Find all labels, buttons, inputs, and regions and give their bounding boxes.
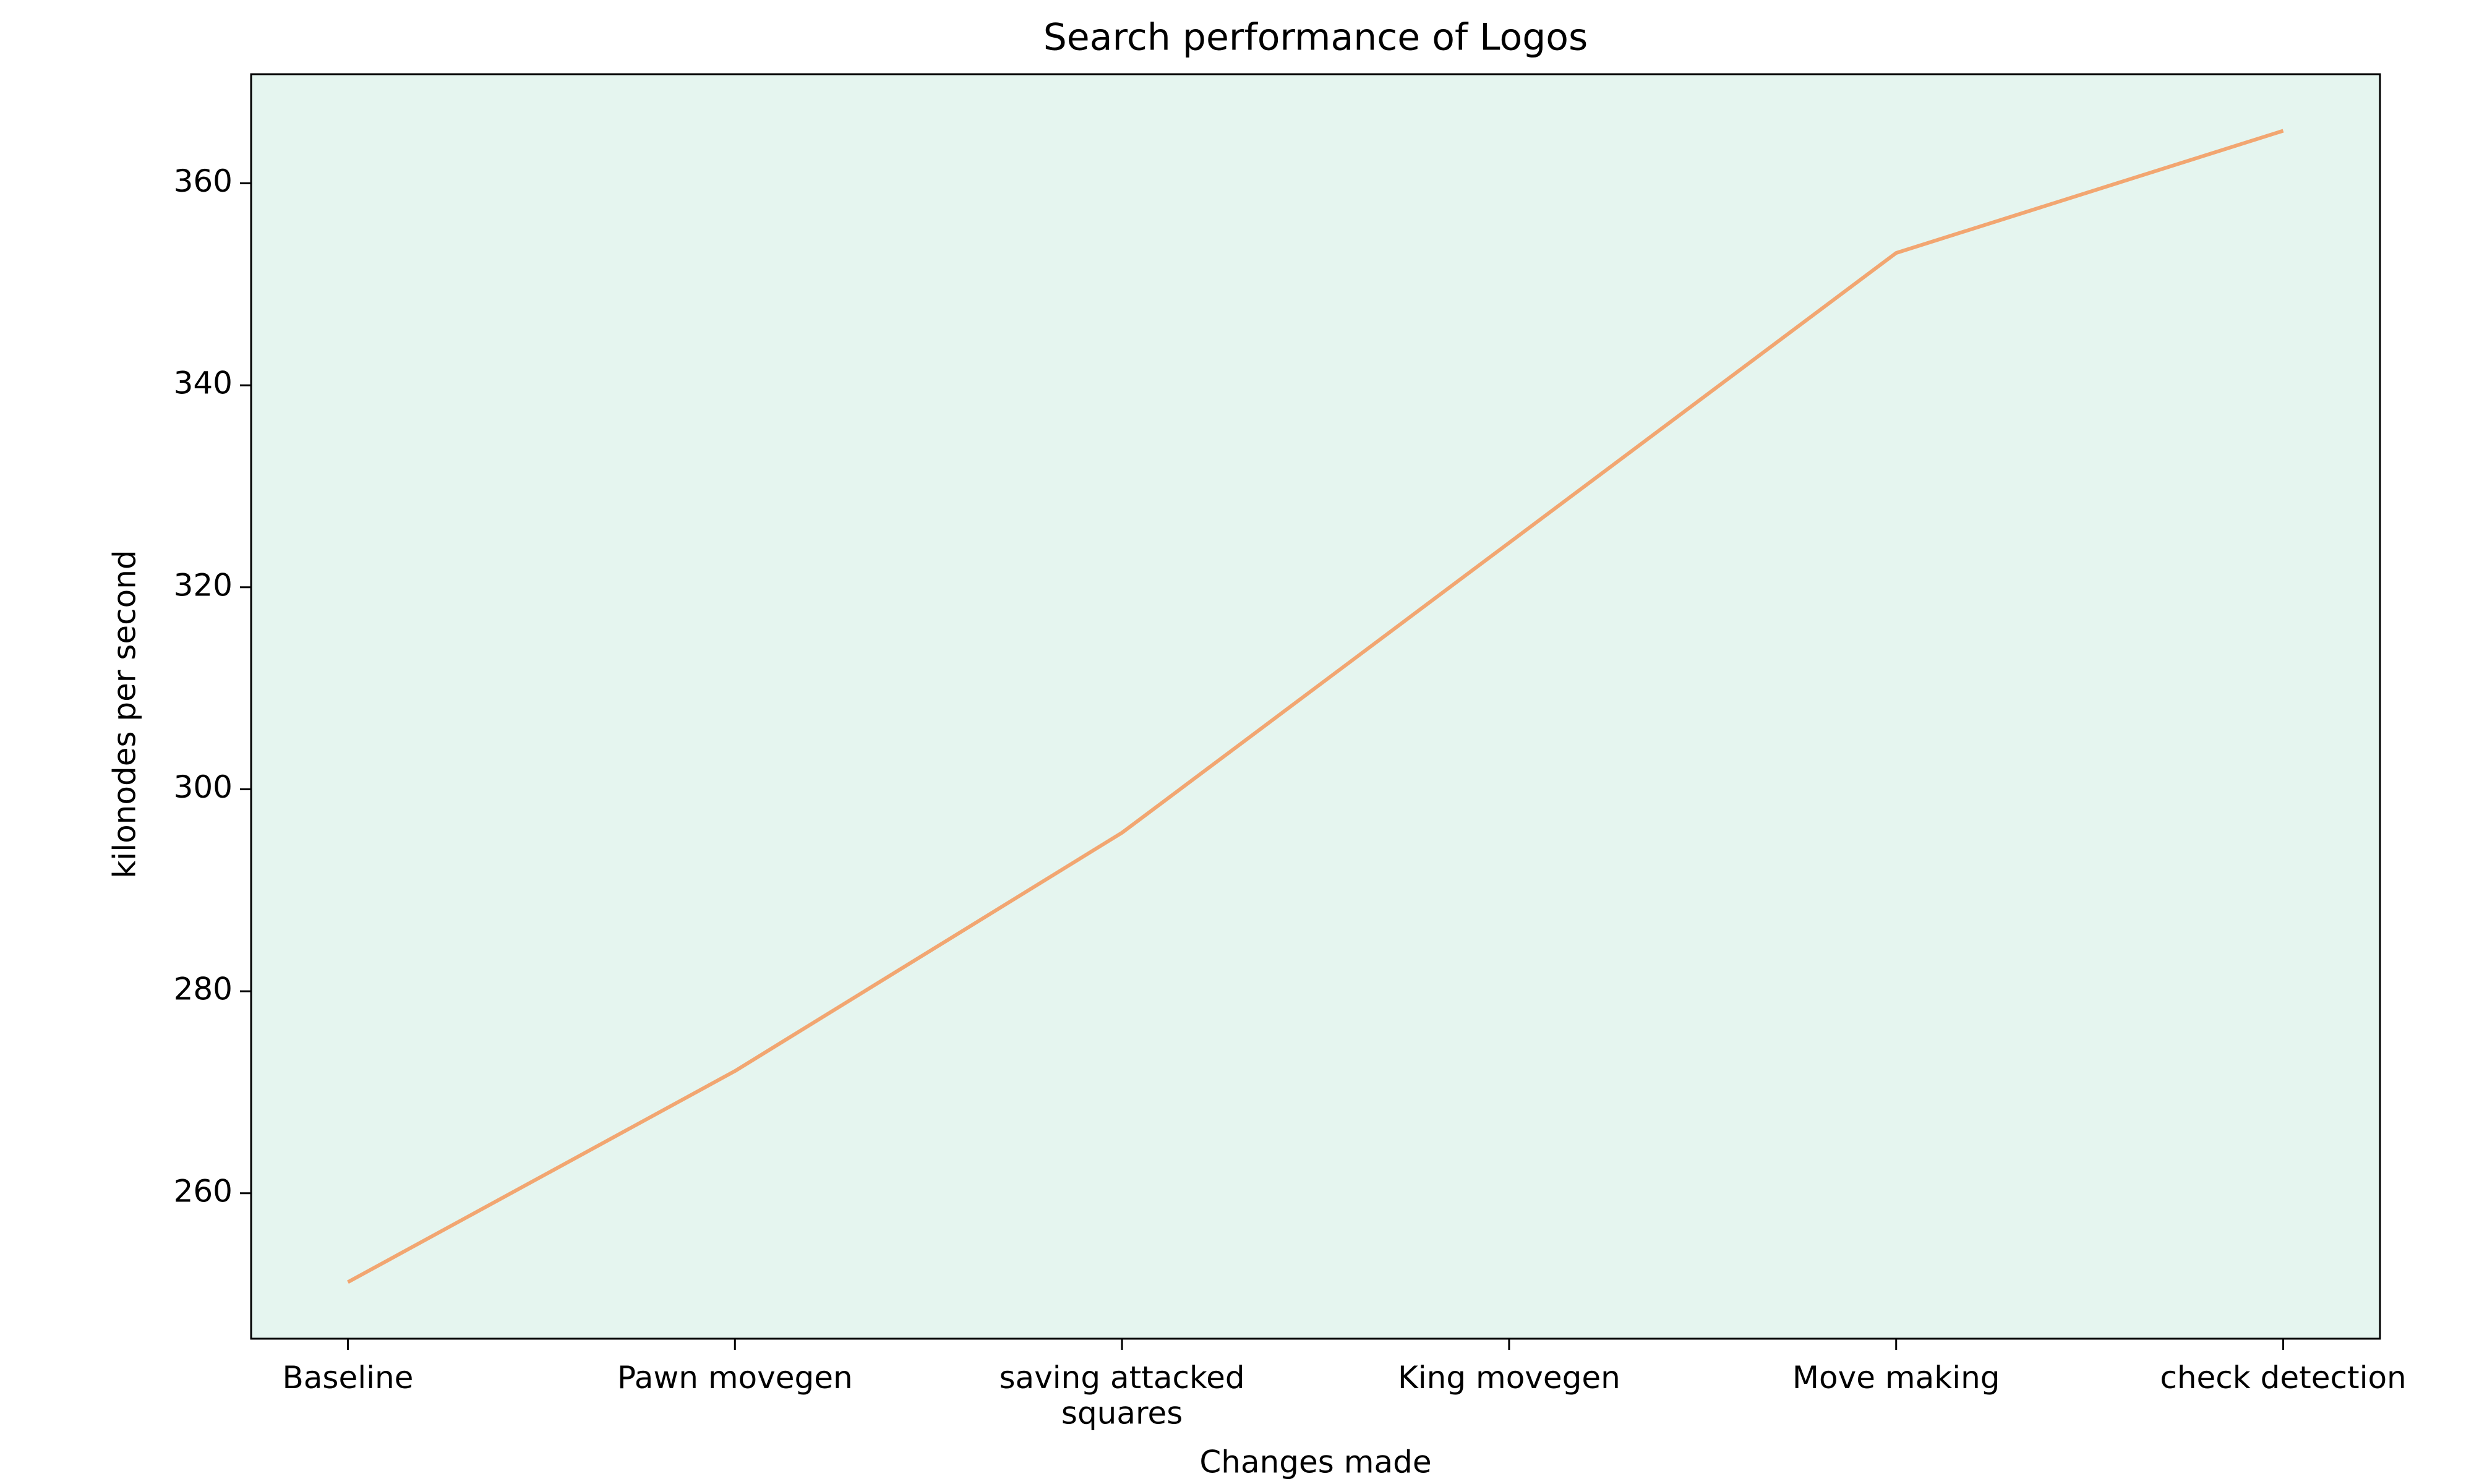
y-tick-label: 340 bbox=[174, 365, 233, 401]
x-axis-label: Changes made bbox=[1199, 1444, 1431, 1480]
x-tick-label: King movegen bbox=[1398, 1360, 1620, 1396]
x-tick-label: saving attacked squares bbox=[999, 1360, 1245, 1431]
y-axis-label: kilonodes per second bbox=[107, 550, 143, 878]
y-tick-label: 320 bbox=[174, 567, 233, 603]
y-tick-label: 280 bbox=[174, 971, 233, 1007]
y-tick-label: 300 bbox=[174, 769, 233, 805]
line-series bbox=[347, 129, 2284, 1284]
x-tick-label: check detection bbox=[2160, 1360, 2406, 1396]
chart-title: Search performance of Logos bbox=[1043, 16, 1588, 59]
y-tick-label: 360 bbox=[174, 163, 233, 199]
plot-area bbox=[251, 74, 2380, 1339]
x-tick-label: Baseline bbox=[282, 1360, 413, 1396]
y-tick-label: 260 bbox=[174, 1173, 233, 1209]
x-tick-label: Move making bbox=[1792, 1360, 2000, 1396]
x-tick-label: Pawn movegen bbox=[617, 1360, 853, 1396]
plot-frame bbox=[250, 73, 2381, 1340]
